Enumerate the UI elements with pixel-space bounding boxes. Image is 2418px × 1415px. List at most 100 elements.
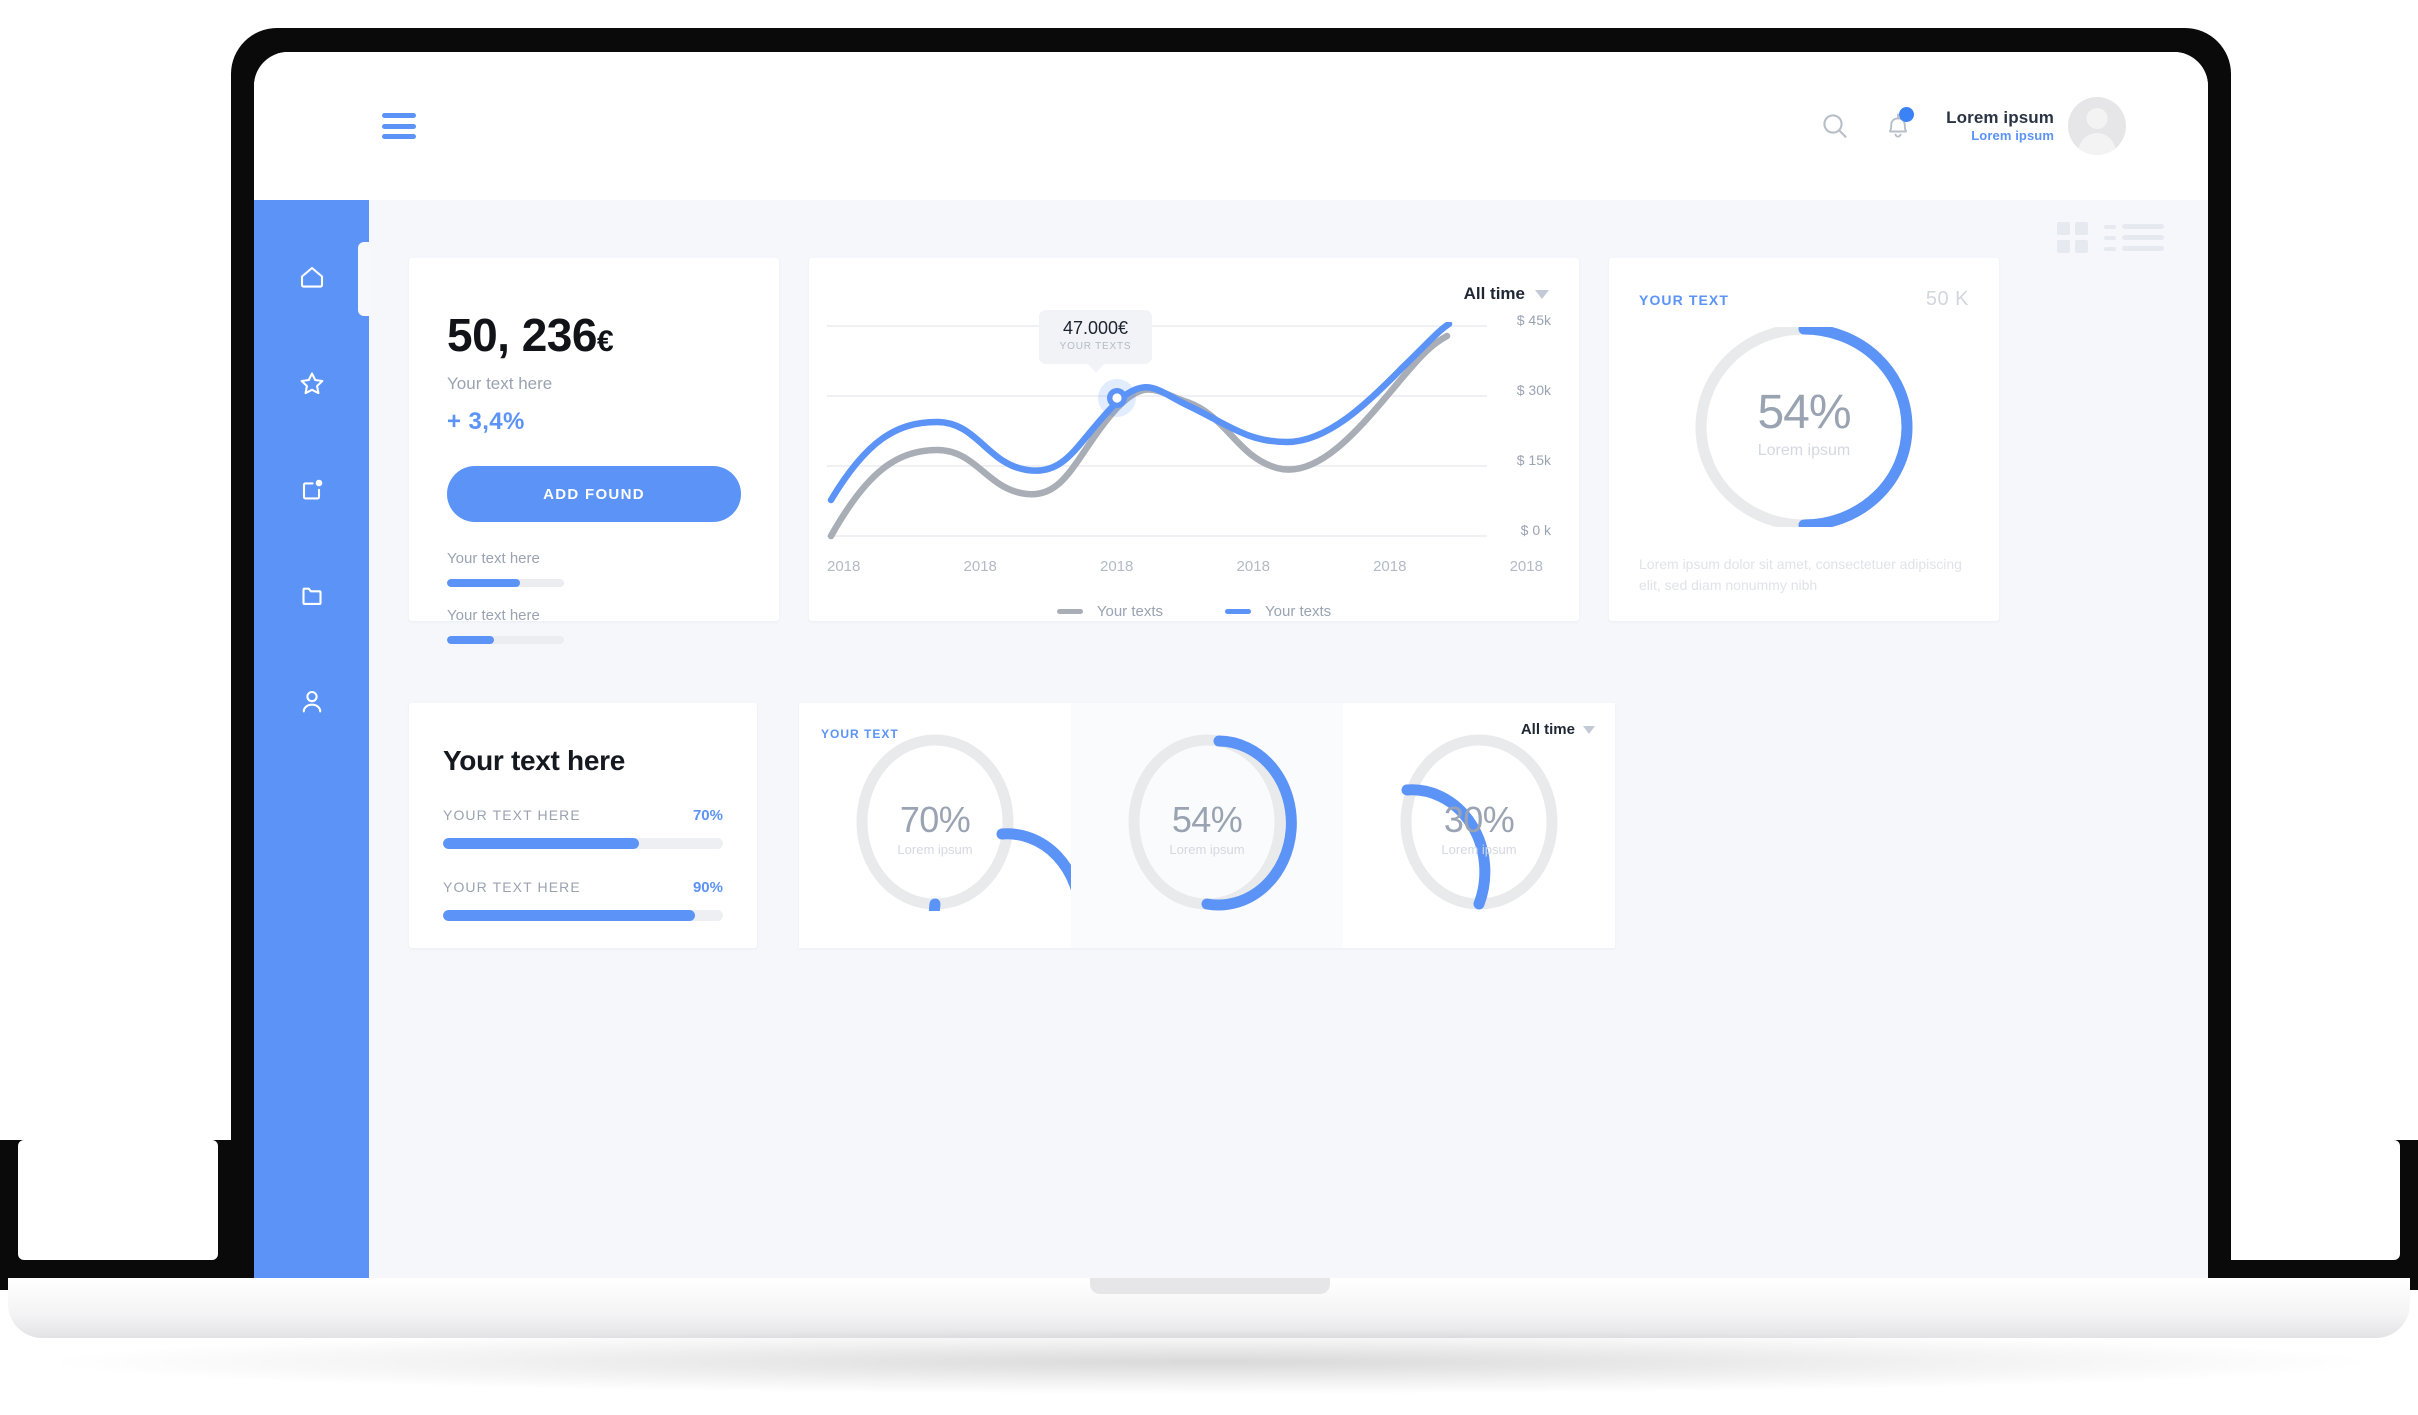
app-body: 50, 236€ Your text here + 3,4% ADD FOUND… <box>254 200 2208 1286</box>
donut-70-svg <box>856 734 1071 911</box>
balance-amount-value: 50, 236 <box>447 309 597 361</box>
home-icon <box>300 266 323 288</box>
grid-cell <box>2057 222 2070 235</box>
donut-group-tag: YOUR TEXT <box>821 727 899 741</box>
list-row <box>2104 235 2164 240</box>
hamburger-icon[interactable] <box>382 113 416 139</box>
chart-range-selector[interactable]: All time <box>1464 284 1549 304</box>
progress-row-label: YOUR TEXT HERE <box>443 807 581 823</box>
user-menu[interactable]: Lorem ipsum Lorem ipsum <box>1946 97 2126 155</box>
donut-arc-54 <box>1798 327 1913 527</box>
x-tick: 2018 <box>963 558 997 575</box>
progress-row: YOUR TEXT HERE 70% <box>443 807 723 849</box>
highlight-point-core <box>1112 393 1122 403</box>
frame-side-left-inner <box>18 1140 218 1260</box>
grid-view-icon[interactable] <box>2057 222 2088 253</box>
mini-progress-track <box>447 636 564 644</box>
sidebar-item-profile[interactable] <box>289 678 335 724</box>
donut-70-center: 70% Lorem ipsum <box>799 799 1071 857</box>
add-found-button[interactable]: ADD FOUND <box>447 466 741 522</box>
bell-icon[interactable] <box>1884 107 1915 142</box>
frame-side-right-inner <box>2200 1140 2400 1260</box>
user-icon <box>302 690 321 713</box>
y-tick: $ 0 k <box>1520 522 1551 538</box>
chart-tooltip-label: YOUR TEXTS <box>1059 341 1132 352</box>
list-view-icon[interactable] <box>2104 224 2164 251</box>
sidebar-item-files[interactable] <box>289 572 335 618</box>
user-name: Lorem ipsum <box>1946 108 2054 127</box>
progress-row-fill <box>443 910 695 921</box>
user-subtitle: Lorem ipsum <box>1971 128 2054 144</box>
donut-group-card: YOUR TEXT 70% Lorem ipsum <box>799 703 1615 948</box>
sidebar-item-favorites[interactable] <box>289 360 335 406</box>
line-chart-card: All time <box>809 258 1579 621</box>
donut-cell-30: All time 30% Lorem ipsum <box>1343 703 1615 948</box>
donut-30-svg <box>1400 734 1558 910</box>
line-chart-plot: 47.000€ YOUR TEXTS <box>827 310 1543 547</box>
progress-row-value: 70% <box>692 807 723 824</box>
progress-row-label: YOUR TEXT HERE <box>443 879 581 895</box>
donut-54-svg <box>1128 734 1297 911</box>
donut-cell-70: YOUR TEXT 70% Lorem ipsum <box>799 703 1071 948</box>
progress-row-value: 90% <box>692 879 723 896</box>
search-icon[interactable] <box>1820 111 1850 141</box>
legend-item: Your texts <box>1056 603 1163 620</box>
folder-icon <box>301 587 322 605</box>
top-card-row: 50, 236€ Your text here + 3,4% ADD FOUND… <box>409 258 1999 644</box>
notification-badge <box>1899 107 1915 122</box>
donut-group-range-label: All time <box>1520 721 1575 738</box>
grid-cell <box>2075 222 2088 235</box>
donut-54-caption: Lorem ipsum <box>1169 842 1245 857</box>
y-tick: $ 30k <box>1516 382 1551 398</box>
laptop-shadow <box>60 1330 2360 1394</box>
chart-y-axis: $ 45k $ 30k $ 15k $ 0 k <box>1489 312 1551 541</box>
legend-swatch <box>1225 609 1251 614</box>
progress-row-header: YOUR TEXT HERE 90% <box>443 879 723 896</box>
legend-item: Your texts <box>1225 603 1331 620</box>
series-gray-line <box>827 332 1451 540</box>
sidebar <box>254 200 370 1286</box>
mini-progress-label: Your text here <box>447 607 540 624</box>
x-tick: 2018 <box>1509 558 1543 575</box>
donut-54-center: 54% Lorem ipsum <box>1071 799 1343 857</box>
mini-progress-fill <box>447 579 520 587</box>
progress-card: Your text here YOUR TEXT HERE 70% <box>409 703 757 948</box>
donut-30-center: 30% Lorem ipsum <box>1343 799 1615 857</box>
donut-70-percent: 70% <box>899 799 971 840</box>
mini-progress-track <box>447 579 564 587</box>
balance-subtitle: Your text here <box>447 374 553 393</box>
donut-card-note: Lorem ipsum dolor sit amet, consectetuer… <box>1639 556 1962 593</box>
sidebar-item-inbox[interactable] <box>289 466 335 512</box>
list-row <box>2104 224 2164 229</box>
y-tick: $ 45k <box>1516 312 1551 328</box>
y-tick: $ 15k <box>1516 452 1551 468</box>
app-header: Lorem ipsum Lorem ipsum <box>254 52 2208 200</box>
mini-progress-label: Your text here <box>447 550 540 567</box>
donut-group-range-selector[interactable]: All time <box>1521 721 1595 738</box>
donut-card-center: 54% Lorem ipsum <box>1639 385 1969 460</box>
bottom-card-row: Your text here YOUR TEXT HERE 70% <box>409 703 1615 948</box>
donut-70-caption: Lorem ipsum <box>897 842 973 857</box>
chevron-down-icon <box>1583 725 1595 734</box>
progress-card-title: Your text here <box>443 745 625 776</box>
balance-amount: 50, 236€ <box>447 308 741 362</box>
view-toggle <box>2057 222 2164 253</box>
x-tick: 2018 <box>1373 558 1407 575</box>
avatar[interactable] <box>2068 97 2126 155</box>
donut-arc-54 <box>1201 735 1297 911</box>
chevron-down-icon <box>1535 289 1549 299</box>
balance-change: + 3,4% <box>447 408 525 435</box>
x-tick: 2018 <box>1236 558 1270 575</box>
hamburger-bar <box>382 123 416 129</box>
donut-54-percent: 54% <box>1171 799 1243 840</box>
donut-card-kpi: 50 K <box>1925 288 1969 310</box>
progress-row: YOUR TEXT HERE 90% <box>443 879 723 921</box>
chart-range-label: All time <box>1463 284 1525 303</box>
donut-card-chart: 54% Lorem ipsum <box>1639 327 1969 527</box>
chart-legend: Your texts Your texts <box>809 603 1579 620</box>
legend-label: Your texts <box>1265 603 1332 620</box>
sidebar-item-home[interactable] <box>289 254 335 300</box>
donut-30-caption: Lorem ipsum <box>1441 842 1517 857</box>
donut-card-header: YOUR TEXT 50 K <box>1639 288 1969 311</box>
